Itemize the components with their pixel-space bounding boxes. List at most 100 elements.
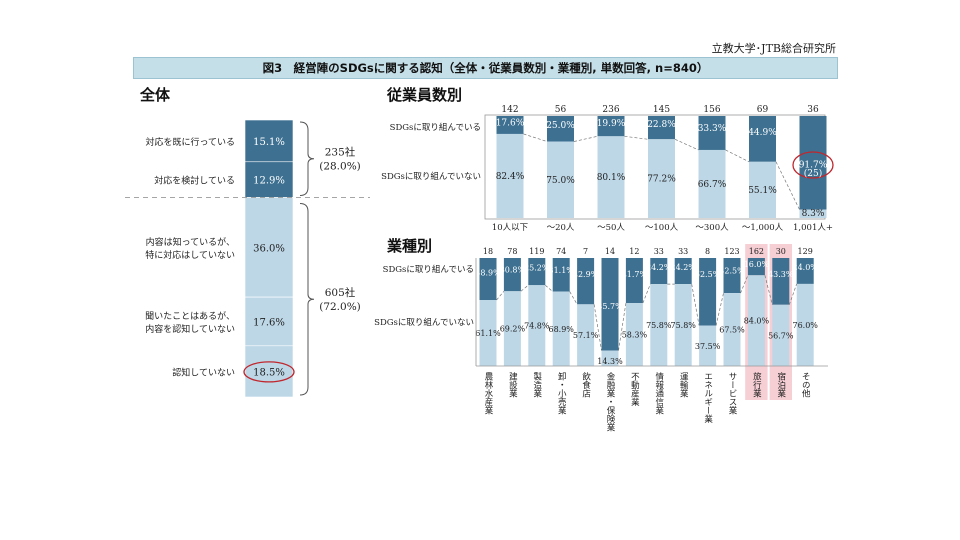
engaged-value-label: 38.9%	[475, 269, 501, 278]
engaged-value-label: 22.8%	[647, 120, 676, 130]
connector-line	[523, 133, 548, 142]
connector-line	[496, 291, 505, 301]
category-label: ～1,000人	[742, 223, 784, 233]
engaged-bar	[650, 258, 668, 285]
overall-segment-label: 認知していない	[172, 366, 235, 378]
category-label: 不動産業	[629, 372, 639, 407]
sample-count: 69	[757, 105, 769, 115]
series-label-engaged: SDGsに取り組んでいる	[383, 264, 474, 275]
category-label: 10人以下	[492, 223, 529, 233]
connector-line	[740, 275, 749, 294]
not-engaged-bar	[749, 161, 776, 218]
engaged-bar	[601, 258, 619, 351]
not-engaged-value-label: 84.0%	[744, 317, 770, 326]
not-engaged-value-label: 76.0%	[792, 321, 818, 330]
not-engaged-value-label: 37.5%	[695, 342, 721, 351]
overall-segment-value: 12.9%	[253, 176, 285, 187]
engaged-value-label: 24.0%	[792, 263, 818, 272]
sample-count: 36	[807, 105, 819, 115]
category-label: ～300人	[695, 223, 729, 233]
engaged-value-label: 17.6%	[496, 118, 525, 128]
not-engaged-value-label: 69.2%	[500, 325, 526, 334]
not-engaged-value-label: 66.7%	[698, 180, 727, 190]
engaged-bar	[577, 258, 595, 305]
not-engaged-bar	[528, 285, 546, 366]
engaged-value-label: 42.9%	[573, 270, 599, 279]
category-label: 1,001人+	[793, 223, 833, 233]
category-label: その他	[800, 372, 810, 398]
not-engaged-value-label: 80.1%	[597, 173, 626, 183]
sample-count: 33	[654, 247, 664, 256]
overall-segment-label: 聞いたことはあるが、内容を認知していない	[145, 310, 235, 335]
connector-line	[569, 291, 578, 305]
engaged-value-label: 41.7%	[622, 270, 648, 279]
category-label: ～20人	[547, 223, 575, 233]
highlight-circle	[792, 151, 834, 179]
connector-line	[674, 138, 699, 151]
not-engaged-value-label: 68.9%	[548, 325, 574, 334]
category-label: 情報通信業	[654, 371, 664, 415]
group-brace	[299, 202, 315, 396]
connector-line	[725, 149, 750, 163]
not-engaged-value-label: 75.8%	[646, 321, 672, 330]
engaged-bar	[698, 116, 726, 150]
sample-count: 56	[555, 105, 567, 115]
engaged-value-label: 25.0%	[546, 121, 575, 131]
not-engaged-bar	[648, 139, 675, 218]
engaged-bar	[496, 116, 524, 134]
not-engaged-value-label: 55.1%	[748, 186, 777, 196]
not-engaged-bar	[503, 291, 521, 366]
engaged-value-label: 24.2%	[646, 263, 672, 272]
series-label-engaged: SDGsに取り組んでいる	[390, 122, 481, 133]
not-engaged-bar	[674, 284, 692, 366]
sample-count: 236	[602, 105, 619, 115]
connector-line	[764, 275, 773, 305]
not-engaged-bar	[723, 293, 741, 366]
not-engaged-value-label: 8.3%	[802, 209, 825, 219]
category-label: 卸・小売業	[556, 371, 566, 415]
not-engaged-bar	[552, 291, 570, 366]
engaged-value-label: 85.7%	[597, 302, 623, 311]
not-engaged-bar	[772, 304, 790, 366]
connector-line	[624, 135, 649, 140]
not-engaged-bar	[547, 141, 574, 218]
not-engaged-value-label: 82.4%	[496, 172, 525, 182]
not-engaged-bar	[747, 275, 765, 366]
engaged-value-label: 16.0%	[744, 260, 770, 269]
sample-count: 74	[556, 247, 566, 256]
category-label: サービス業	[727, 372, 737, 415]
sample-count: 156	[703, 105, 720, 115]
overall-segment-label: 対応を検討している	[154, 175, 235, 187]
connector-line	[642, 284, 651, 304]
not-engaged-bar	[698, 149, 726, 218]
engaged-bar	[749, 116, 776, 162]
not-engaged-bar	[799, 209, 827, 218]
category-label: ～100人	[645, 223, 679, 233]
engaged-value-label: 30.8%	[500, 266, 526, 275]
category-label: 建設業	[507, 371, 517, 398]
category-label: ～50人	[597, 223, 625, 233]
engaged-value-label: 62.5%	[695, 270, 721, 279]
not-engaged-value-label: 14.3%	[597, 357, 623, 366]
category-label: 製造業	[532, 371, 542, 398]
overall-segment-label: 内容は知っているが、特に対応はしていない	[145, 236, 235, 261]
engaged-value-label: 33.3%	[698, 124, 727, 134]
engaged-value-label: 24.2%	[670, 263, 696, 272]
sample-count: 12	[629, 247, 639, 256]
not-engaged-bar	[597, 136, 625, 218]
not-engaged-bar	[625, 303, 643, 366]
not-engaged-bar	[479, 300, 497, 366]
group-label: 235社(28.0%)	[319, 146, 361, 173]
overall-segment	[244, 296, 294, 347]
connector-line	[691, 284, 700, 326]
group-label: 605社(72.0%)	[319, 286, 361, 313]
category-label: 宿泊業	[776, 371, 786, 398]
annotation-label: (25)	[804, 168, 822, 179]
engaged-bar	[674, 258, 692, 285]
engaged-value-label: 31.1%	[548, 266, 574, 275]
engaged-bar	[547, 116, 574, 142]
not-engaged-value-label: 61.1%	[475, 329, 501, 338]
engaged-bar	[479, 258, 497, 301]
